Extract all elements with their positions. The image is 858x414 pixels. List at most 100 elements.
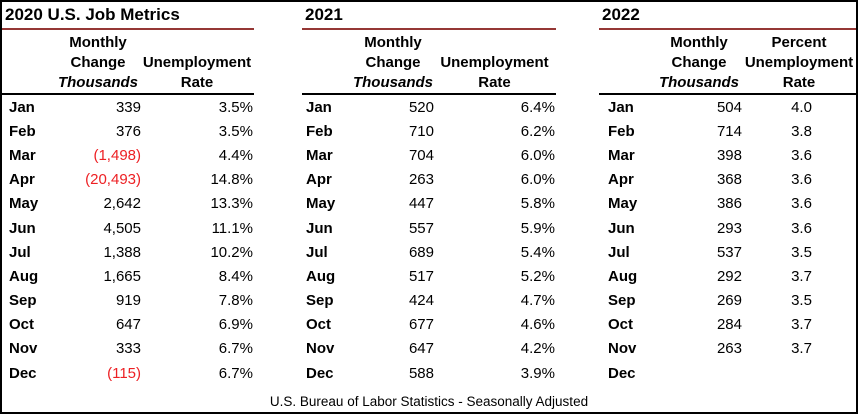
month-label: Aug <box>306 267 336 285</box>
rate-value: 3.6 <box>791 195 812 213</box>
rate-value: 3.7 <box>791 316 812 334</box>
change-value: 710 <box>408 122 434 140</box>
table-row: Jan 520 6.4% <box>302 95 556 119</box>
change-value: 704 <box>408 146 434 164</box>
rate-value: 5.9% <box>520 219 555 237</box>
change-value: 333 <box>115 340 141 358</box>
change-value: 520 <box>408 98 434 116</box>
header-line: Thousands <box>57 74 138 91</box>
column-headers-2021: Monthly Change Thousands Unemployment Ra… <box>302 30 556 95</box>
month-label: Jan <box>306 98 332 116</box>
rate-column-header: Percent Unemployment Rate <box>742 33 856 93</box>
change-value: 292 <box>716 267 742 285</box>
data-rows-2022: Jan 504 4.0 Feb 714 3.8 Mar 398 3.6 Apr 368 3.6 May 3… <box>599 95 856 385</box>
month-label: Jun <box>306 219 333 237</box>
table-row: Mar 398 3.6 <box>599 143 856 167</box>
month-label: Sep <box>9 292 37 310</box>
month-label: Jan <box>9 98 35 116</box>
table-row: Nov 263 3.7 <box>599 337 856 361</box>
month-label: Mar <box>608 146 635 164</box>
change-value: 398 <box>716 146 742 164</box>
table-row: May 2,642 13.3% <box>2 192 254 216</box>
change-value: 557 <box>408 219 434 237</box>
section-title-2021: 2021 <box>302 2 556 30</box>
month-label: Jul <box>608 243 630 261</box>
change-value: (115) <box>107 364 141 382</box>
rate-value: 5.2% <box>520 267 555 285</box>
change-value: 424 <box>408 292 434 310</box>
month-label: Aug <box>9 267 39 285</box>
change-value: 647 <box>408 340 434 358</box>
rate-value: 14.8% <box>210 171 253 189</box>
rate-column-header: Unemployment Rate <box>141 33 254 93</box>
month-label: Mar <box>306 146 333 164</box>
change-column-header: Monthly Change Thousands <box>352 33 434 93</box>
header-line: Unemployment <box>440 54 549 71</box>
table-row: Jun 557 5.9% <box>302 216 556 240</box>
change-value: 376 <box>115 122 141 140</box>
table-row: Dec 588 3.9% <box>302 361 556 385</box>
table-row: Dec <box>599 361 856 385</box>
change-value: 1,665 <box>103 267 141 285</box>
month-label: Dec <box>608 364 636 382</box>
change-value: 263 <box>408 171 434 189</box>
change-column-header: Monthly Change Thousands <box>656 33 742 93</box>
header-line: Change <box>365 54 421 71</box>
rate-value: 3.5% <box>218 98 253 116</box>
month-label: Jun <box>9 219 36 237</box>
rate-value: 10.2% <box>210 243 253 261</box>
header-line: Monthly <box>69 34 127 51</box>
table-row: Aug 517 5.2% <box>302 264 556 288</box>
change-value: 647 <box>115 316 141 334</box>
year-section-2020: 2020 U.S. Job Metrics Monthly Change Tho… <box>2 2 254 392</box>
rate-column-header: Unemployment Rate <box>434 33 556 93</box>
year-section-2021: 2021 Monthly Change Thousands Unemployme… <box>302 2 556 392</box>
header-line: Unemployment <box>744 54 854 71</box>
table-row: Mar 704 6.0% <box>302 143 556 167</box>
month-label: Apr <box>9 171 35 189</box>
table-row: Aug 1,665 8.4% <box>2 264 254 288</box>
table-row: Dec (115) 6.7% <box>2 361 254 385</box>
column-headers-2020: Monthly Change Thousands Unemployment Ra… <box>2 30 254 95</box>
change-value: 269 <box>716 292 742 310</box>
header-line: Monthly <box>364 34 422 51</box>
table-row: Oct 284 3.7 <box>599 313 856 337</box>
change-value: (1,498) <box>93 146 141 164</box>
change-value: 1,388 <box>103 243 141 261</box>
rate-value: 3.6 <box>791 146 812 164</box>
change-value: 714 <box>716 122 742 140</box>
month-column-spacer <box>599 33 656 93</box>
section-title-2020: 2020 U.S. Job Metrics <box>2 2 254 30</box>
month-label: Apr <box>608 171 634 189</box>
rate-value: 6.2% <box>520 122 555 140</box>
month-label: Oct <box>306 316 332 334</box>
table-row: May 386 3.6 <box>599 192 856 216</box>
rate-value: 3.8 <box>791 122 812 140</box>
year-section-2022: 2022 Monthly Change Thousands Percent Un… <box>599 2 856 392</box>
change-value: 386 <box>716 195 742 213</box>
month-label: Feb <box>306 122 333 140</box>
month-label: Nov <box>306 340 335 358</box>
change-value: 263 <box>716 340 742 358</box>
month-label: May <box>306 195 336 213</box>
rate-value: 4.6% <box>520 316 555 334</box>
change-value: 504 <box>716 98 742 116</box>
change-value: 284 <box>716 316 742 334</box>
data-rows-2021: Jan 520 6.4% Feb 710 6.2% Mar 704 6.0% Apr 263 6.0%… <box>302 95 556 385</box>
rate-value: 5.4% <box>520 243 555 261</box>
month-label: May <box>9 195 39 213</box>
table-row: Feb 376 3.5% <box>2 119 254 143</box>
change-value: 339 <box>115 98 141 116</box>
rate-value: 7.8% <box>218 292 253 310</box>
month-label: Sep <box>306 292 334 310</box>
change-value: (20,493) <box>85 171 141 189</box>
month-label: May <box>608 195 638 213</box>
header-line: Percent <box>771 34 827 51</box>
month-label: Feb <box>608 122 635 140</box>
table-row: Aug 292 3.7 <box>599 264 856 288</box>
table-row: Apr 368 3.6 <box>599 168 856 192</box>
month-column-spacer <box>2 33 55 93</box>
header-line: Change <box>671 54 727 71</box>
section-title-2022: 2022 <box>599 2 856 30</box>
